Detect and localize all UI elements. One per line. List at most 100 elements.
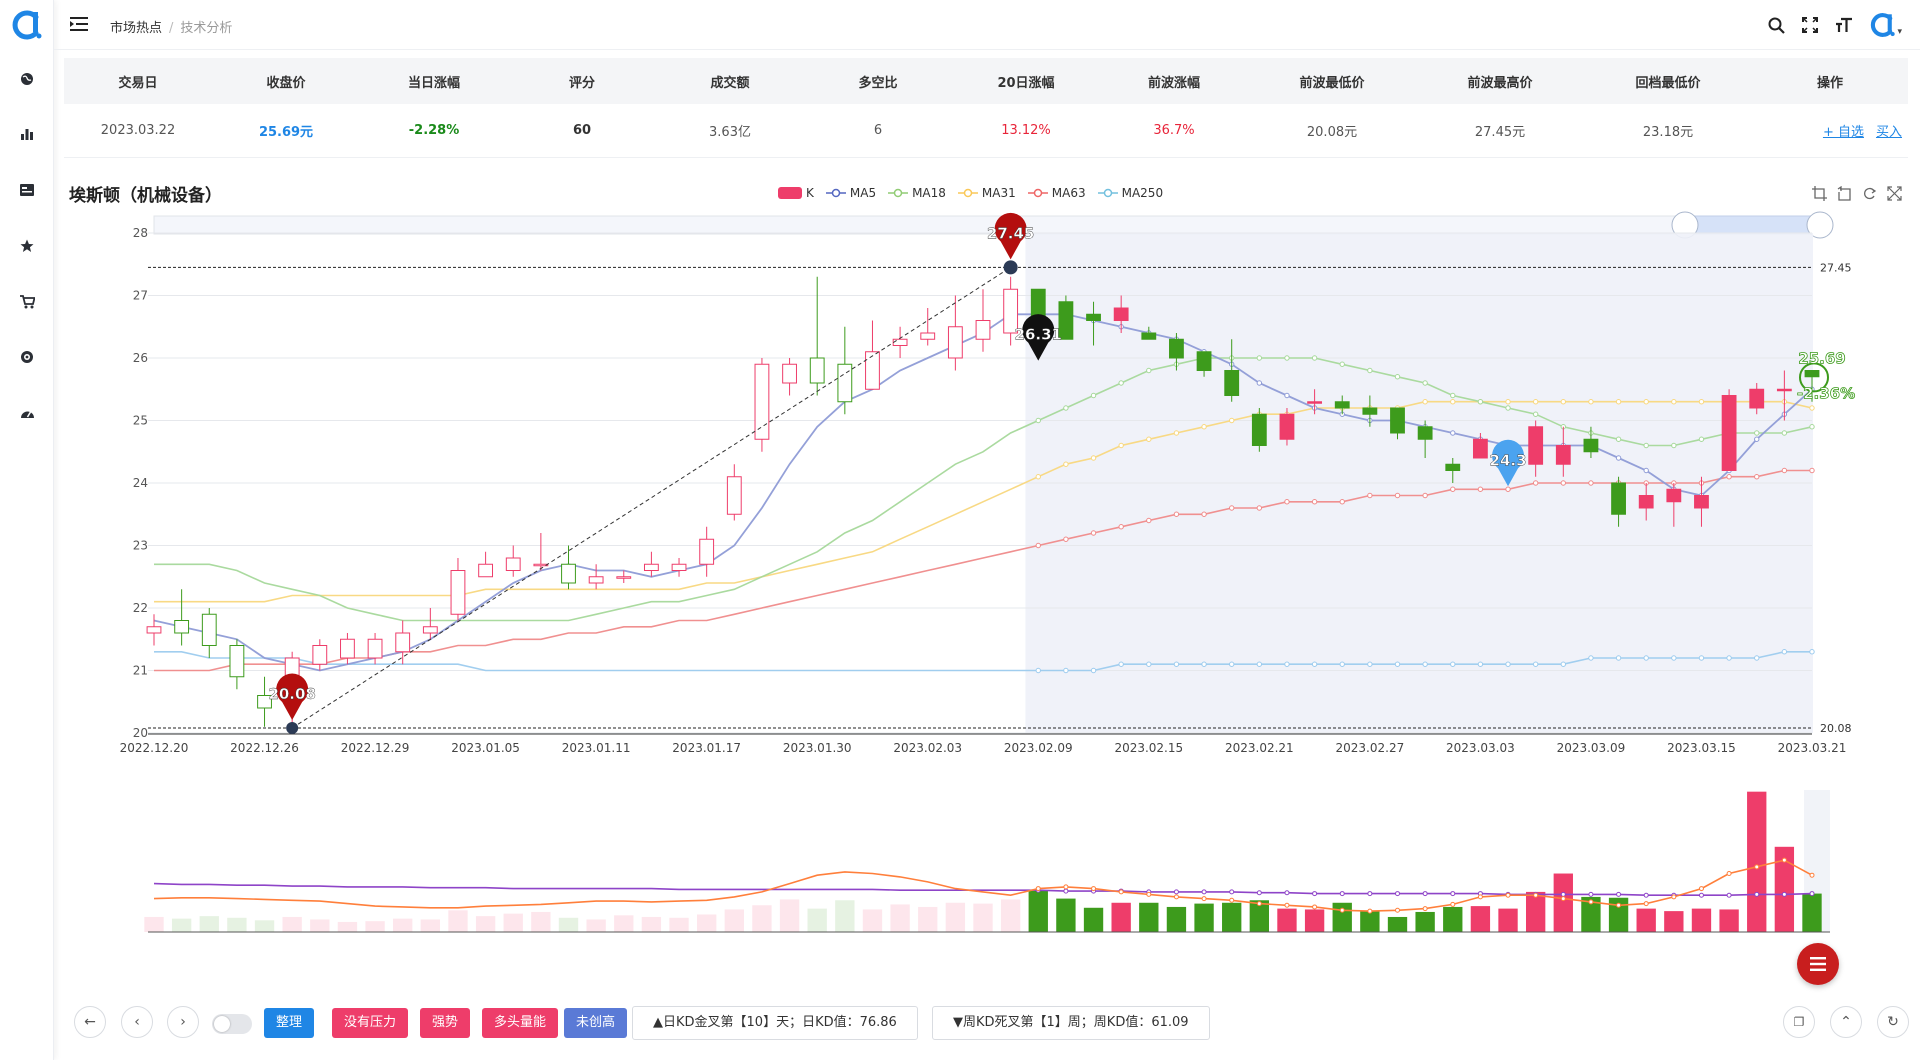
prev-button[interactable]: ‹ <box>121 1006 153 1038</box>
volume-ma-short-point <box>1422 906 1428 912</box>
col-20d-change: 20日涨幅 <box>997 75 1055 91</box>
volume-ma-long-point <box>1339 891 1345 897</box>
target-icon[interactable] <box>17 347 37 367</box>
legend-ma63[interactable]: MA63 <box>1027 186 1086 200</box>
mode-toggle[interactable] <box>212 1014 252 1034</box>
ma250-point <box>1394 661 1401 667</box>
tag-consolidation[interactable]: 整理 <box>264 1008 315 1038</box>
candle-body <box>1113 307 1129 321</box>
candle-body <box>1694 495 1709 509</box>
volume-bar <box>282 916 302 932</box>
header-tools: ▾ <box>1766 10 1902 40</box>
current-marker-shape <box>1492 439 1525 487</box>
scroll-top-button[interactable]: ⌃ <box>1830 1006 1862 1038</box>
ma18-point <box>1671 442 1677 449</box>
float-menu-button[interactable] <box>1797 943 1839 985</box>
star-icon[interactable] <box>17 236 37 256</box>
news-icon[interactable] <box>17 180 37 200</box>
ma63-point <box>1201 511 1207 517</box>
x-tick-label: 2022.12.20 <box>120 741 189 755</box>
high-point-dot <box>1003 260 1018 275</box>
breadcrumb-separator: / <box>169 21 174 36</box>
volume-bar <box>1525 891 1546 932</box>
current-marker: 24.3 <box>1489 439 1527 487</box>
volume-bar <box>1277 908 1297 932</box>
legend-ma250-label: MA250 <box>1121 186 1164 200</box>
legend-k[interactable]: K <box>778 186 814 200</box>
tag-no-pressure[interactable]: 没有压力 <box>332 1008 409 1038</box>
candle-body <box>1196 351 1212 371</box>
ma250-point <box>1615 655 1622 661</box>
ma250-point <box>1173 661 1180 667</box>
add-watchlist-link[interactable]: + 自选 <box>1822 125 1864 140</box>
ma63-point <box>1505 486 1511 492</box>
zoom-select-icon[interactable] <box>1812 186 1827 201</box>
volume-bar <box>448 910 468 932</box>
ma63-point <box>1118 524 1124 530</box>
globe-icon[interactable] <box>17 69 37 89</box>
volume-chart <box>144 790 1830 933</box>
dashboard-icon[interactable] <box>17 403 37 423</box>
x-tick-label: 2023.02.27 <box>1336 741 1405 755</box>
fullscreen-icon[interactable] <box>1800 15 1820 35</box>
ma250-point <box>1367 661 1373 667</box>
high-marker: 27.45 <box>987 212 1035 260</box>
chart-title: 埃斯顿（机械设备） <box>69 186 222 206</box>
candle-body <box>1334 401 1350 409</box>
refresh-button[interactable]: ↻ <box>1877 1006 1909 1038</box>
ma250-point <box>1726 655 1732 661</box>
volume-bar <box>1664 911 1684 932</box>
candle-body <box>1804 370 1820 378</box>
y-axis-ticks: 28 27 26 25 24 23 22 21 20 <box>133 226 148 740</box>
user-avatar-icon[interactable]: ▾ <box>1868 13 1902 37</box>
search-icon[interactable] <box>1766 15 1786 35</box>
ma63-point <box>1477 486 1484 492</box>
ma31-point <box>1173 430 1180 436</box>
legend-ma31[interactable]: MA31 <box>957 186 1016 200</box>
app-logo-icon[interactable] <box>10 8 44 42</box>
legend-ma5-swatch <box>825 188 846 198</box>
save-image-icon[interactable] <box>1887 186 1902 201</box>
restore-icon[interactable] <box>1862 186 1877 201</box>
candle-body <box>837 363 853 403</box>
ma18-point <box>1643 442 1649 449</box>
font-size-icon[interactable] <box>1834 15 1854 35</box>
volume-ma-short-point <box>1560 896 1566 902</box>
tag-no-new-high[interactable]: 未创高 <box>564 1008 628 1038</box>
ma31-point <box>1450 399 1456 405</box>
bar-chart-icon[interactable] <box>17 124 37 144</box>
low-marker-shape <box>276 673 309 720</box>
copy-button[interactable]: ❐ <box>1783 1006 1815 1038</box>
ma31-point <box>1201 424 1207 430</box>
volume-bar <box>1056 898 1076 932</box>
ma63-point <box>1173 511 1180 517</box>
toggle-knob <box>214 1016 230 1032</box>
volume-bar <box>1636 908 1656 932</box>
ma63-point <box>1588 480 1594 486</box>
trend-line <box>291 266 1011 729</box>
candle-body <box>1445 463 1461 471</box>
buy-link[interactable]: 买入 <box>1875 125 1902 140</box>
chevron-up-icon: ⌃ <box>1840 1014 1852 1030</box>
zoom-reset-icon[interactable] <box>1837 186 1852 201</box>
candle-body <box>1224 370 1240 396</box>
tag-bull-volume[interactable]: 多头量能 <box>482 1008 559 1038</box>
volume-ma-short-point <box>1256 901 1262 907</box>
legend-ma250[interactable]: MA250 <box>1097 186 1164 200</box>
legend-ma5[interactable]: MA5 <box>825 186 876 200</box>
tag-strong[interactable]: 强势 <box>420 1008 471 1038</box>
volume-ma-long-point <box>1395 891 1400 897</box>
ma63-point <box>1229 505 1235 511</box>
menu-fold-icon[interactable] <box>70 16 88 32</box>
next-button[interactable]: › <box>167 1006 199 1038</box>
breadcrumb-market-hot[interactable]: 市场热点 <box>110 21 163 36</box>
back-button[interactable]: ← <box>74 1006 106 1038</box>
candle-body <box>1776 388 1792 392</box>
cart-icon[interactable] <box>17 292 37 312</box>
zoom-slider-track <box>153 215 1813 235</box>
volume-ma-long-point <box>1256 890 1262 896</box>
legend-ma18[interactable]: MA18 <box>888 186 946 200</box>
ma250-point <box>1643 655 1649 661</box>
x-tick-label: 2023.01.30 <box>783 741 852 755</box>
